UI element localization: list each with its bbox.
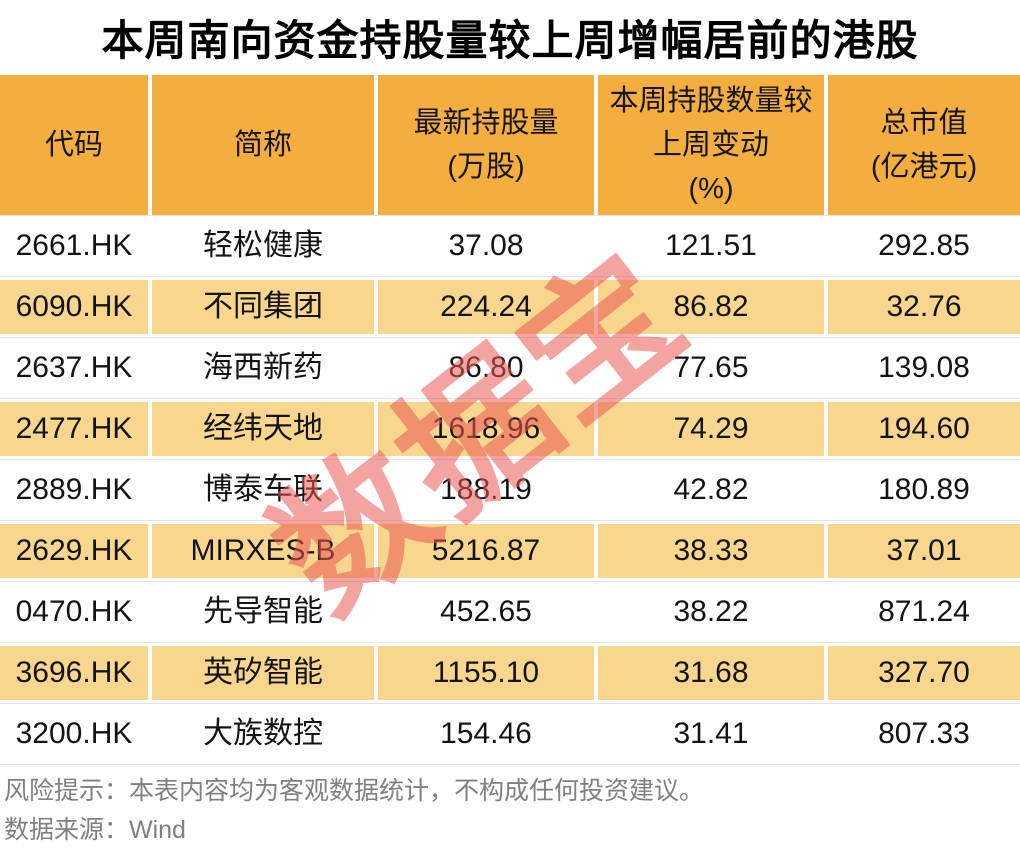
cell-weekly-change: 86.82	[598, 280, 824, 334]
header-cell-holdings: 最新持股量 (万股)	[378, 75, 594, 215]
cell-market-cap: 807.33	[828, 707, 1020, 761]
cell-holdings: 5216.87	[378, 524, 594, 578]
cell-holdings: 224.24	[378, 280, 594, 334]
cell-code: 2629.HK	[0, 524, 148, 578]
cell-market-cap: 292.85	[828, 219, 1020, 273]
cell-code: 0470.HK	[0, 585, 148, 639]
cell-code: 3696.HK	[0, 646, 148, 700]
cell-name: 大族数控	[152, 707, 374, 761]
stock-table: 代码 简称 最新持股量 (万股) 本周持股数量较 上周变动 (%) 总市值 (亿…	[0, 75, 1020, 765]
cell-weekly-change: 77.65	[598, 341, 824, 395]
cell-name: 博泰车联	[152, 463, 374, 517]
header-cell-market-cap: 总市值 (亿港元)	[828, 75, 1020, 215]
cell-holdings: 188.19	[378, 463, 594, 517]
cell-name: 经纬天地	[152, 402, 374, 456]
cell-name: 英矽智能	[152, 646, 374, 700]
cell-code: 6090.HK	[0, 280, 148, 334]
cell-weekly-change: 38.33	[598, 524, 824, 578]
cell-name: 轻松健康	[152, 219, 374, 273]
data-source: 数据来源：Wind	[4, 816, 186, 844]
table-row: 3696.HK 英矽智能 1155.10 31.68 327.70	[0, 642, 1020, 703]
table-row: 6090.HK 不同集团 224.24 86.82 32.76	[0, 276, 1020, 337]
cell-market-cap: 327.70	[828, 646, 1020, 700]
cell-code: 2889.HK	[0, 463, 148, 517]
cell-name: 不同集团	[152, 280, 374, 334]
cell-market-cap: 139.08	[828, 341, 1020, 395]
cell-name: 海西新药	[152, 341, 374, 395]
cell-weekly-change: 31.68	[598, 646, 824, 700]
table-row: 2661.HK 轻松健康 37.08 121.51 292.85	[0, 215, 1020, 276]
cell-market-cap: 32.76	[828, 280, 1020, 334]
table-header-row: 代码 简称 最新持股量 (万股) 本周持股数量较 上周变动 (%) 总市值 (亿…	[0, 75, 1020, 215]
cell-market-cap: 37.01	[828, 524, 1020, 578]
cell-holdings: 37.08	[378, 219, 594, 273]
header-cell-code: 代码	[0, 75, 148, 215]
cell-name: MIRXES-B	[152, 524, 374, 578]
cell-weekly-change: 31.41	[598, 707, 824, 761]
cell-code: 3200.HK	[0, 707, 148, 761]
cell-code: 2637.HK	[0, 341, 148, 395]
cell-name: 先导智能	[152, 585, 374, 639]
page-title: 本周南向资金持股量较上周增幅居前的港股	[101, 17, 919, 64]
cell-weekly-change: 38.22	[598, 585, 824, 639]
footer: 风险提示：本表内容均为客观数据统计，不构成任何投资建议。 数据来源：Wind	[0, 765, 1020, 850]
cell-weekly-change: 42.82	[598, 463, 824, 517]
cell-holdings: 86.80	[378, 341, 594, 395]
cell-market-cap: 871.24	[828, 585, 1020, 639]
header-cell-weekly-change: 本周持股数量较 上周变动 (%)	[598, 75, 824, 215]
cell-holdings: 452.65	[378, 585, 594, 639]
table-row: 2637.HK 海西新药 86.80 77.65 139.08	[0, 337, 1020, 398]
cell-code: 2661.HK	[0, 219, 148, 273]
header-cell-name: 简称	[152, 75, 374, 215]
cell-weekly-change: 74.29	[598, 402, 824, 456]
cell-holdings: 154.46	[378, 707, 594, 761]
table-row: 3200.HK 大族数控 154.46 31.41 807.33	[0, 703, 1020, 765]
cell-market-cap: 180.89	[828, 463, 1020, 517]
cell-weekly-change: 121.51	[598, 219, 824, 273]
cell-code: 2477.HK	[0, 402, 148, 456]
table-row: 2889.HK 博泰车联 188.19 42.82 180.89	[0, 459, 1020, 520]
table-row: 0470.HK 先导智能 452.65 38.22 871.24	[0, 581, 1020, 642]
cell-holdings: 1155.10	[378, 646, 594, 700]
cell-market-cap: 194.60	[828, 402, 1020, 456]
cell-holdings: 1618.96	[378, 402, 594, 456]
table-row: 2477.HK 经纬天地 1618.96 74.29 194.60	[0, 398, 1020, 459]
table-row: 2629.HK MIRXES-B 5216.87 38.33 37.01	[0, 520, 1020, 581]
risk-note: 风险提示：本表内容均为客观数据统计，不构成任何投资建议。	[4, 777, 705, 805]
